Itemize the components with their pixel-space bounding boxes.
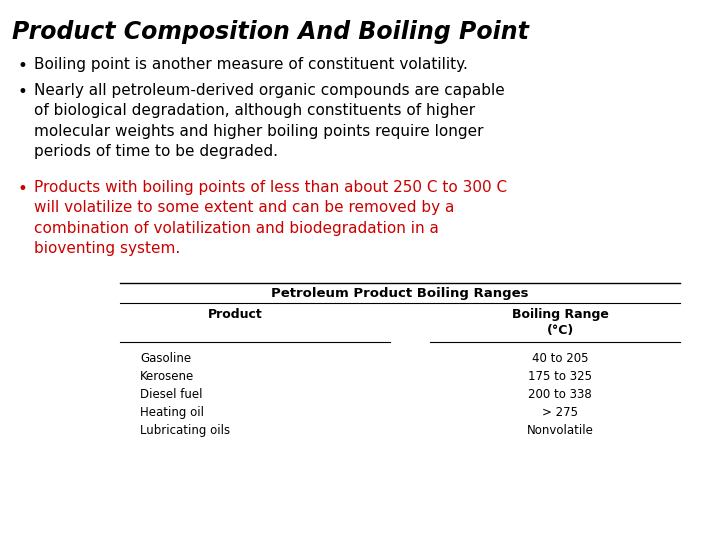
Text: Heating oil: Heating oil	[140, 406, 204, 419]
Text: Product: Product	[207, 308, 262, 321]
Text: •: •	[18, 180, 28, 198]
Text: Diesel fuel: Diesel fuel	[140, 388, 202, 401]
Text: 200 to 338: 200 to 338	[528, 388, 592, 401]
Text: Gasoline: Gasoline	[140, 352, 191, 365]
Text: Boiling point is another measure of constituent volatility.: Boiling point is another measure of cons…	[34, 57, 468, 72]
Text: 40 to 205: 40 to 205	[532, 352, 588, 365]
Text: Petroleum Product Boiling Ranges: Petroleum Product Boiling Ranges	[271, 287, 528, 300]
Text: Kerosene: Kerosene	[140, 370, 194, 383]
Text: > 275: > 275	[542, 406, 578, 419]
Text: Nearly all petroleum-derived organic compounds are capable
of biological degrada: Nearly all petroleum-derived organic com…	[34, 83, 505, 159]
Text: Product Composition And Boiling Point: Product Composition And Boiling Point	[12, 20, 529, 44]
Text: •: •	[18, 57, 28, 75]
Text: •: •	[18, 83, 28, 101]
Text: Lubricating oils: Lubricating oils	[140, 424, 230, 437]
Text: Products with boiling points of less than about 250 C to 300 C
will volatilize t: Products with boiling points of less tha…	[34, 180, 507, 256]
Text: Boiling Range
(°C): Boiling Range (°C)	[512, 308, 608, 337]
Text: Nonvolatile: Nonvolatile	[526, 424, 593, 437]
Text: 175 to 325: 175 to 325	[528, 370, 592, 383]
